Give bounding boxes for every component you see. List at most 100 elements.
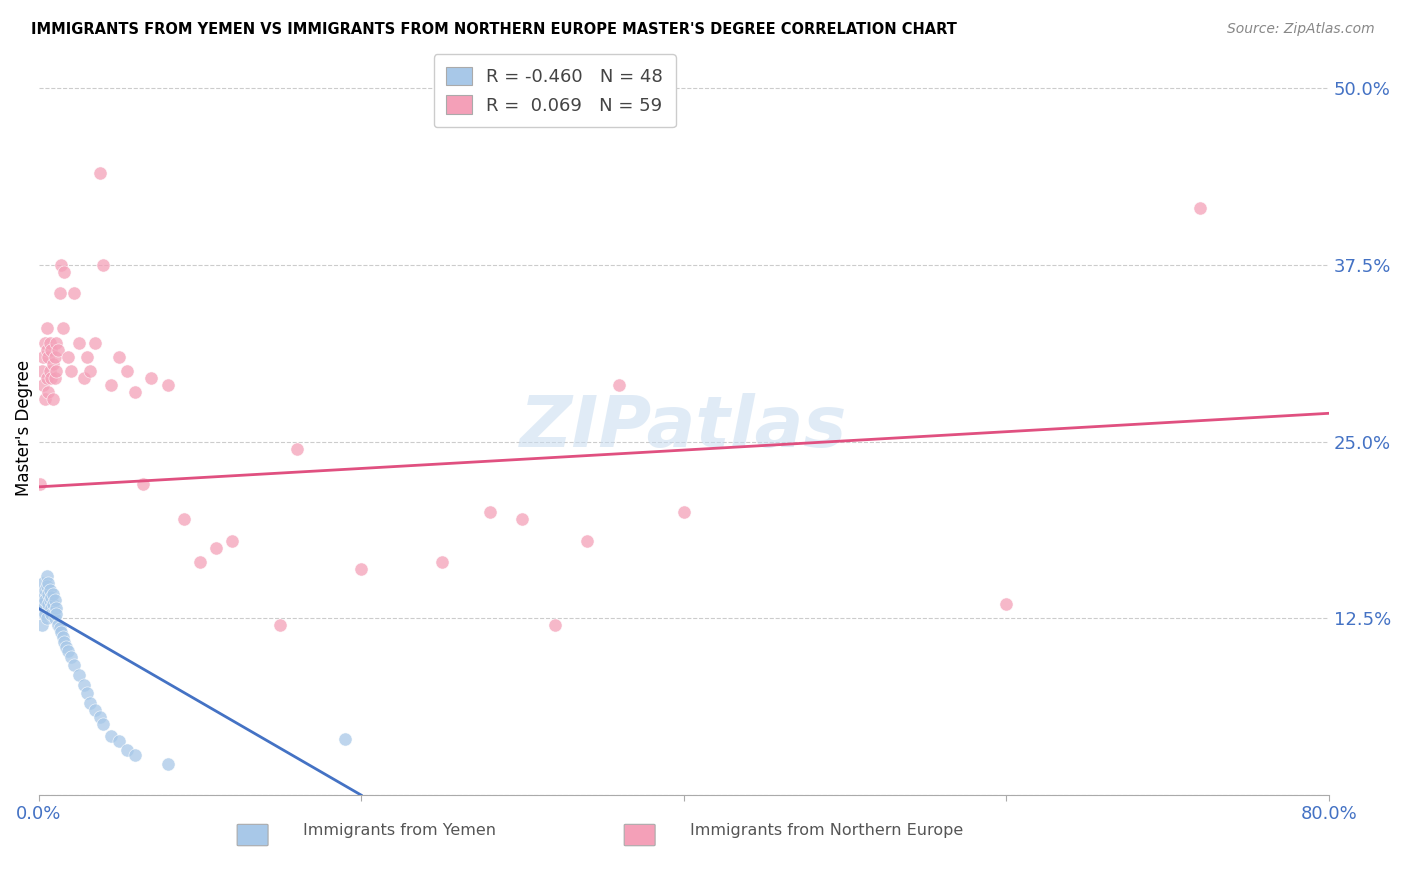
Point: [35, 579, 58, 593]
Point: [156, 378, 179, 392]
Point: [41, 371, 63, 385]
Point: [124, 385, 146, 400]
Point: [53, 265, 76, 279]
Text: Immigrants from Yemen: Immigrants from Yemen: [304, 822, 496, 838]
Point: [49, 625, 72, 640]
Point: [42, 392, 65, 407]
Point: [31, 364, 53, 378]
Point: [49, 258, 72, 272]
Y-axis label: Master's Degree: Master's Degree: [15, 359, 32, 496]
Point: [32, 597, 55, 611]
Point: [188, 555, 211, 569]
Point: [30, 477, 52, 491]
Point: [479, 505, 502, 519]
Point: [42, 357, 65, 371]
Point: [73, 371, 96, 385]
Point: [44, 593, 66, 607]
Point: [156, 756, 179, 771]
Point: [34, 335, 56, 350]
Point: [41, 343, 63, 357]
Point: [205, 541, 228, 555]
Text: IMMIGRANTS FROM YEMEN VS IMMIGRANTS FROM NORTHERN EUROPE MASTER'S DEGREE CORRELA: IMMIGRANTS FROM YEMEN VS IMMIGRANTS FROM…: [31, 22, 957, 37]
Point: [42, 597, 65, 611]
Point: [79, 364, 101, 378]
Point: [117, 364, 139, 378]
Point: [32, 350, 55, 364]
Point: [52, 630, 75, 644]
Point: [84, 703, 107, 717]
Point: [512, 512, 534, 526]
Point: [31, 590, 53, 604]
Point: [84, 335, 107, 350]
Point: [430, 555, 453, 569]
Point: [285, 442, 308, 456]
Point: [35, 371, 58, 385]
Point: [45, 364, 67, 378]
Point: [108, 734, 131, 748]
Point: [63, 658, 86, 673]
Point: [46, 343, 69, 357]
Point: [30, 604, 52, 618]
Point: [31, 618, 53, 632]
Point: [100, 729, 122, 743]
Point: [32, 378, 55, 392]
Point: [53, 635, 76, 649]
Point: [44, 371, 66, 385]
Point: [45, 607, 67, 621]
Point: [76, 350, 98, 364]
Point: [89, 710, 111, 724]
Point: [108, 350, 131, 364]
Point: [350, 562, 373, 576]
Point: [575, 533, 598, 548]
Point: [45, 335, 67, 350]
Point: [34, 607, 56, 621]
Point: [117, 743, 139, 757]
Point: [34, 593, 56, 607]
Point: [1188, 202, 1211, 216]
Point: [173, 512, 195, 526]
Point: [91, 258, 114, 272]
Point: [269, 618, 291, 632]
Point: [672, 505, 695, 519]
Point: [38, 364, 60, 378]
Point: [56, 644, 79, 658]
Point: [34, 582, 56, 597]
Point: [38, 335, 60, 350]
Point: [55, 640, 77, 654]
Point: [141, 371, 163, 385]
Point: [37, 576, 59, 591]
Point: [100, 378, 122, 392]
Point: [76, 686, 98, 700]
Point: [91, 717, 114, 731]
Point: [607, 378, 630, 392]
Point: [41, 607, 63, 621]
Point: [59, 364, 82, 378]
Point: [52, 321, 75, 335]
Point: [34, 392, 56, 407]
Point: [221, 533, 243, 548]
Point: [35, 343, 58, 357]
Point: [73, 678, 96, 692]
Text: ZIPatlas: ZIPatlas: [520, 393, 848, 462]
Point: [46, 618, 69, 632]
Point: [48, 286, 70, 301]
Legend: R = -0.460   N = 48, R =  0.069   N = 59: R = -0.460 N = 48, R = 0.069 N = 59: [434, 54, 675, 128]
Text: Immigrants from Northern Europe: Immigrants from Northern Europe: [690, 822, 963, 838]
Point: [995, 597, 1018, 611]
Point: [35, 569, 58, 583]
Point: [67, 335, 90, 350]
Point: [56, 350, 79, 364]
Point: [63, 286, 86, 301]
Point: [35, 321, 58, 335]
Point: [37, 350, 59, 364]
Point: [89, 166, 111, 180]
Point: [48, 621, 70, 635]
Point: [41, 601, 63, 615]
Point: [37, 587, 59, 601]
Point: [38, 593, 60, 607]
Point: [44, 604, 66, 618]
Point: [333, 731, 356, 746]
Point: [41, 590, 63, 604]
Point: [44, 350, 66, 364]
Text: Source: ZipAtlas.com: Source: ZipAtlas.com: [1227, 22, 1375, 37]
